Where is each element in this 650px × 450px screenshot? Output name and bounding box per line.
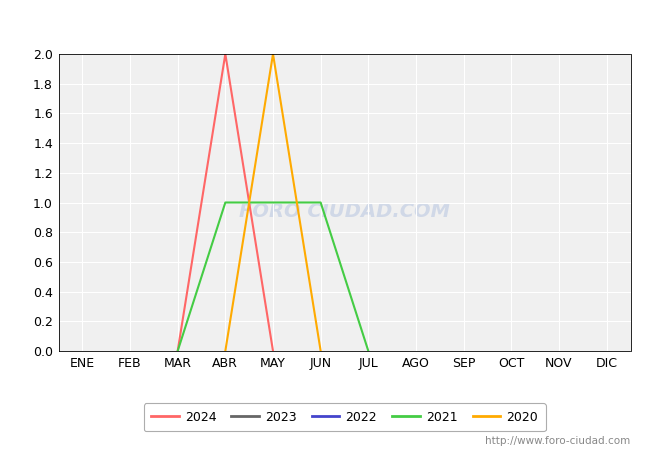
Line: 2024: 2024 bbox=[177, 54, 273, 351]
Text: FORO CIUDAD.COM: FORO CIUDAD.COM bbox=[239, 202, 450, 221]
Legend: 2024, 2023, 2022, 2021, 2020: 2024, 2023, 2022, 2021, 2020 bbox=[144, 403, 545, 431]
2020 bbox=[222, 348, 229, 354]
2024 bbox=[222, 51, 229, 57]
2021 bbox=[222, 200, 229, 205]
2021 bbox=[174, 348, 181, 354]
2021 bbox=[365, 348, 372, 354]
Text: Matriculaciones de Vehiculos en Cava: Matriculaciones de Vehiculos en Cava bbox=[155, 11, 495, 29]
2024 bbox=[174, 348, 181, 354]
2021 bbox=[317, 200, 324, 205]
2020 bbox=[269, 51, 277, 57]
Line: 2021: 2021 bbox=[177, 202, 369, 351]
2024 bbox=[269, 348, 277, 354]
2021 bbox=[269, 200, 277, 205]
2020 bbox=[317, 348, 324, 354]
Line: 2020: 2020 bbox=[226, 54, 320, 351]
Text: http://www.foro-ciudad.com: http://www.foro-ciudad.com bbox=[486, 436, 630, 446]
